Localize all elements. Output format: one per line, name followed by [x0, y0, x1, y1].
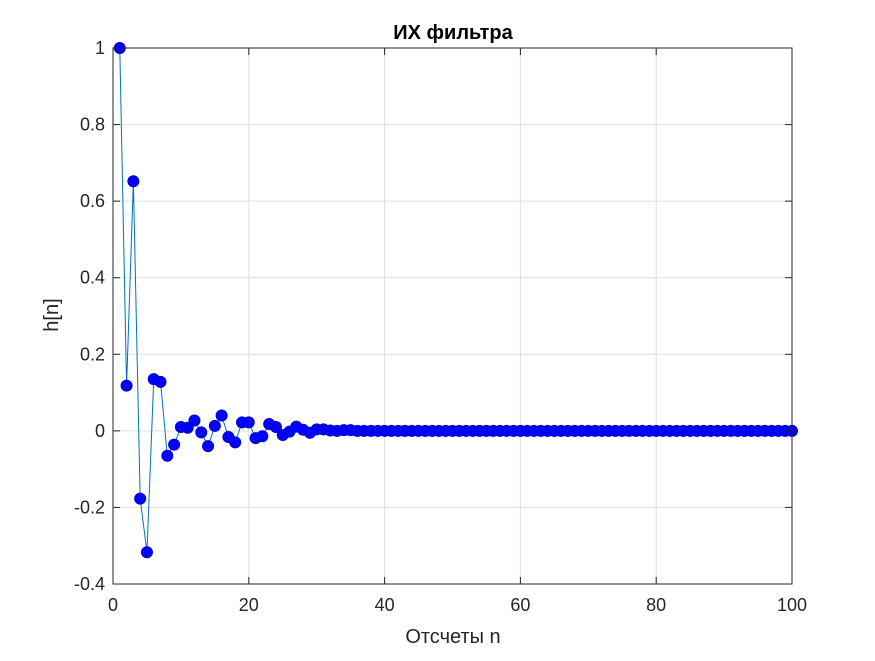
data-point [208, 419, 221, 432]
data-point [140, 546, 153, 559]
data-point [215, 409, 228, 422]
grid [112, 47, 793, 585]
x-tick-label: 40 [375, 595, 395, 615]
data-point [242, 416, 255, 429]
data-point [120, 379, 133, 392]
y-tick-label: 0.2 [80, 344, 105, 364]
y-tick-label: 0.4 [80, 268, 105, 288]
x-axis-label: Отсчеты n [405, 626, 500, 648]
y-tick-label: 0 [95, 421, 105, 441]
y-axis-label: h[n] [41, 298, 63, 331]
axes-frame [112, 47, 793, 585]
y-tick-label: 1 [95, 38, 105, 58]
x-tick-label: 60 [510, 595, 530, 615]
data-point [188, 414, 201, 427]
data-point [269, 421, 282, 434]
chart-title: ИХ фильтра [393, 22, 513, 44]
data-point [229, 436, 242, 449]
y-tick-label: 0.6 [80, 191, 105, 211]
series-layer [113, 42, 799, 559]
data-point [168, 438, 181, 451]
x-tick-label: 80 [646, 595, 666, 615]
data-point [161, 449, 174, 462]
data-point [256, 430, 269, 443]
x-tick-label: 0 [108, 595, 118, 615]
data-point [127, 175, 140, 188]
y-tick-label: -0.4 [74, 574, 105, 594]
tick-labels: 0 20 40 60 80 100 -0.4 -0.2 0 0.2 0.4 0.6 0.8 1 [74, 38, 807, 615]
x-tick-label: 100 [777, 595, 807, 615]
y-tick-label: 0.8 [80, 115, 105, 135]
data-point [202, 440, 215, 453]
data-point [195, 426, 208, 439]
plot-frame [112, 47, 793, 585]
y-tick-label: -0.2 [74, 497, 105, 517]
data-point [154, 375, 167, 388]
series-0 [113, 42, 799, 559]
series-line [119, 47, 792, 553]
data-point [134, 492, 147, 505]
x-tick-label: 20 [239, 595, 259, 615]
